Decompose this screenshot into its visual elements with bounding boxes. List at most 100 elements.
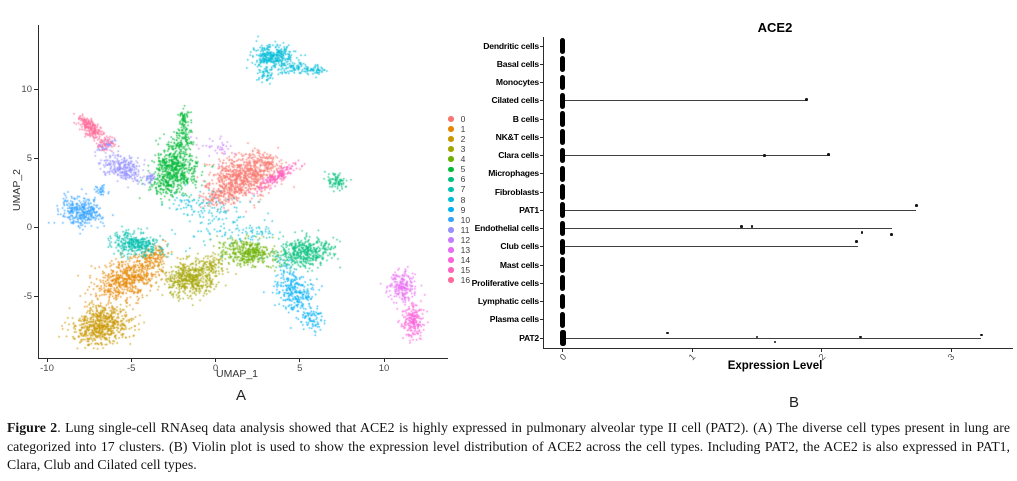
violin-outlier-dot xyxy=(855,240,859,244)
legend-color-dot xyxy=(448,257,454,263)
violin-whisker-line xyxy=(562,246,859,248)
violin-x-tick-mark xyxy=(562,348,564,352)
violin-y-tick-mark xyxy=(540,282,543,284)
legend-item-label: 5 xyxy=(460,164,466,175)
violin-y-tick-mark xyxy=(540,264,543,266)
violin-y-tick-mark xyxy=(540,155,543,156)
violin-y-tick-mark xyxy=(540,301,543,302)
legend-item: 6 xyxy=(448,174,465,184)
umap-y-tick-mark xyxy=(34,227,38,229)
violin-row-label: Club cells xyxy=(500,241,539,252)
violin-y-tick-mark xyxy=(540,319,543,321)
legend-item-label: 6 xyxy=(460,174,466,185)
violin-row-label: Clara cells xyxy=(498,150,539,160)
violin-y-tick-mark xyxy=(540,136,543,138)
violin-outlier-dot xyxy=(859,335,862,339)
violin-outlier-dot xyxy=(666,331,669,335)
legend-item: 13 xyxy=(448,245,470,255)
legend-color-dot xyxy=(448,206,454,213)
violin-outlier-dot xyxy=(763,154,767,157)
legend-color-dot xyxy=(448,126,454,132)
umap-x-tick-label: 10 xyxy=(378,363,390,374)
violin-x-tick-mark xyxy=(691,348,693,352)
violin-zero-bar xyxy=(560,202,566,219)
violin-outlier-dot xyxy=(826,153,830,156)
legend-item: 1 xyxy=(448,124,465,134)
umap-y-tick-label: -5 xyxy=(23,290,32,302)
violin-outlier-dot xyxy=(755,335,759,339)
umap-x-tick-mark xyxy=(299,358,301,362)
violin-row-label: Cilated cells xyxy=(491,95,539,106)
legend-color-dot xyxy=(448,216,454,223)
legend-color-dot xyxy=(448,247,454,253)
legend-item-label: 11 xyxy=(460,224,470,235)
umap-x-axis-line xyxy=(38,358,448,359)
legend-item-label: 8 xyxy=(460,194,466,205)
legend-color-dot xyxy=(448,237,454,243)
legend-color-dot xyxy=(448,136,454,142)
violin-y-tick-mark xyxy=(540,191,543,193)
legend-item: 11 xyxy=(448,225,469,235)
violin-x-axis-title: Expression Level xyxy=(727,360,823,372)
legend-item: 12 xyxy=(448,235,470,245)
umap-x-tick-label: -5 xyxy=(127,363,136,374)
umap-x-tick-mark xyxy=(46,358,48,362)
violin-whisker-line xyxy=(562,228,892,229)
legend-item-label: 12 xyxy=(460,234,471,245)
violin-zero-bar xyxy=(560,111,566,127)
umap-y-tick-label: 5 xyxy=(26,152,32,164)
umap-x-axis-title: UMAP_1 xyxy=(215,368,258,380)
violin-whisker-line xyxy=(562,337,982,339)
violin-zero-bar xyxy=(560,275,566,292)
violin-y-tick-mark xyxy=(540,63,543,65)
violin-outlier-dot xyxy=(979,333,983,337)
legend-color-dot xyxy=(448,156,454,163)
legend-item: 16 xyxy=(448,275,470,285)
violin-row-label: Plasma cells xyxy=(489,314,539,325)
violin-outlier-dot xyxy=(890,233,894,236)
violin-x-tick-mark xyxy=(950,348,952,352)
legend-color-dot xyxy=(448,176,454,183)
umap-y-axis-line xyxy=(38,25,39,359)
violin-zero-bar xyxy=(560,165,566,182)
panel-a-label: A xyxy=(236,387,247,404)
legend-item: 9 xyxy=(448,205,465,215)
violin-row-label: Mast cells xyxy=(499,259,539,270)
violin-x-axis-line xyxy=(543,348,1013,349)
violin-outlier-dot xyxy=(773,340,777,344)
violin-y-tick-mark xyxy=(540,45,543,47)
violin-zero-bar xyxy=(560,129,566,146)
legend-item-label: 9 xyxy=(460,204,466,215)
violin-row-label: Dendritic cells xyxy=(483,40,539,51)
violin-y-tick-mark xyxy=(540,100,543,102)
umap-x-tick-mark xyxy=(215,358,216,362)
figure-caption-text: . Lung single-cell RNAseq data analysis … xyxy=(7,420,1010,473)
violin-y-tick-mark xyxy=(540,118,543,120)
legend-item: 3 xyxy=(448,144,465,154)
legend-color-dot xyxy=(448,116,454,122)
legend-color-dot xyxy=(448,186,454,193)
legend-item: 5 xyxy=(448,164,465,174)
legend-item-label: 2 xyxy=(460,134,466,145)
figure-caption: Figure 2. Lung single-cell RNAseq data a… xyxy=(7,419,1010,475)
violin-row-label: Monocytes xyxy=(495,77,539,87)
legend-color-dot xyxy=(448,196,454,203)
violin-row-label: NK&T cells xyxy=(495,131,540,142)
legend-color-dot xyxy=(448,277,454,283)
violin-row-label: Microphages xyxy=(488,168,539,179)
violin-row-label: Lymphatic cells xyxy=(477,296,539,306)
violin-row-label: PAT1 xyxy=(519,204,539,215)
legend-item: 8 xyxy=(448,195,465,205)
violin-zero-bar xyxy=(560,92,566,109)
umap-y-tick-label: 0 xyxy=(26,221,32,233)
violin-zero-bar xyxy=(560,74,566,91)
legend-item-label: 4 xyxy=(460,154,466,165)
violin-outlier-dot xyxy=(740,225,743,228)
umap-y-axis-title: UMAP_2 xyxy=(11,169,23,212)
violin-row-label: Basal cells xyxy=(496,58,539,69)
violin-y-tick-mark xyxy=(540,228,543,229)
umap-y-tick-mark xyxy=(34,158,38,160)
violin-row-label: Proliferative cells xyxy=(471,277,540,288)
